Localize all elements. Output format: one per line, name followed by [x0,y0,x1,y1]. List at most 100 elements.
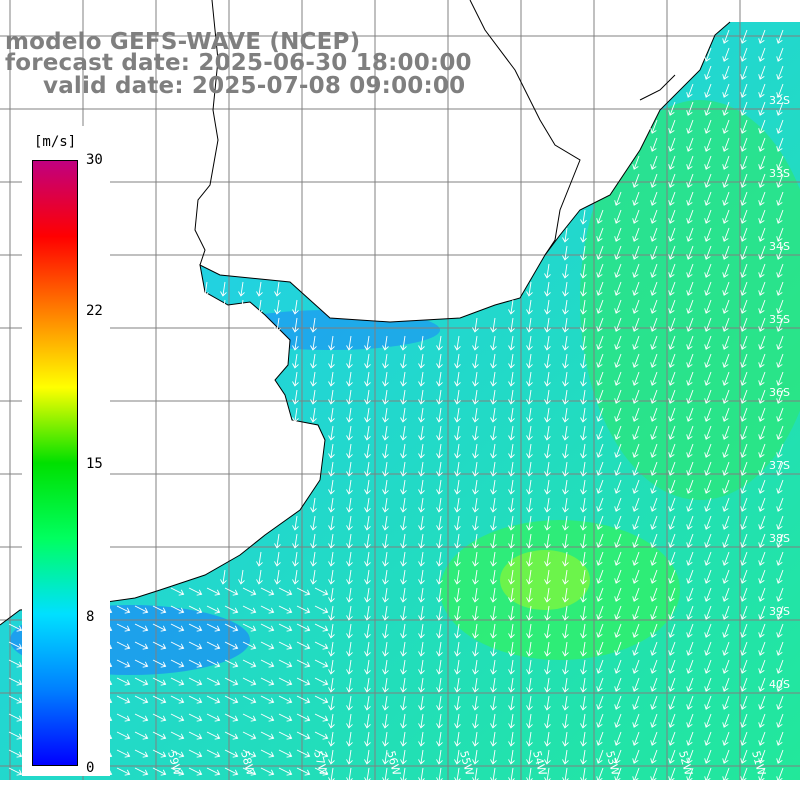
wind-arrow [508,731,515,747]
wind-arrow [776,677,784,692]
wind-arrow [314,605,329,614]
wind-arrow [668,677,676,692]
wind-arrow [292,317,299,333]
wind-arrow [758,155,766,170]
wind-arrow [580,677,587,693]
wind-arrow [508,767,515,783]
wind-arrow [224,641,239,650]
wind-arrow [490,767,497,783]
wind-arrow [562,641,569,657]
wind-arrow [596,677,604,692]
wind-arrow [310,389,317,405]
wind-arrow [8,695,23,704]
wind-arrow [686,191,694,206]
wind-arrow [740,713,748,728]
wind-arrow [668,227,676,242]
wind-arrow [544,533,551,549]
wind-arrow [508,677,515,693]
wind-arrow [526,479,533,495]
wind-arrow [526,767,533,783]
wind-arrow [758,623,766,638]
longitude-label: 58W [238,749,257,777]
wind-arrow [202,281,209,297]
wind-arrow [776,209,784,224]
wind-arrow [562,533,569,549]
wind-arrow [650,767,658,782]
wind-arrow [526,641,533,657]
wind-arrow [454,695,461,711]
wind-arrow [436,425,443,441]
wind-arrow [328,353,335,369]
wind-arrow [436,659,443,675]
wind-arrow [364,335,371,351]
wind-arrow [296,713,311,722]
wind-arrow [418,659,425,675]
wind-arrow [668,479,676,494]
wind-arrow [346,461,353,477]
wind-arrow [632,227,640,242]
wind-arrow [740,101,748,116]
wind-arrow [418,407,425,423]
wind-arrow [508,749,515,765]
wind-arrow [632,245,640,260]
wind-arrow [454,353,461,369]
wind-arrow [526,281,533,297]
wind-arrow [296,767,311,776]
wind-arrow [704,425,712,440]
wind-arrow [224,731,239,740]
wind-arrow [562,515,569,531]
wind-arrow [740,299,748,314]
wind-arrow [562,245,569,261]
wind-arrow [722,623,730,638]
wind-arrow [292,515,299,531]
wind-arrow [704,641,712,656]
wind-arrow [364,551,371,567]
wind-arrow [722,443,730,458]
wind-arrow [740,83,748,98]
wind-arrow [436,605,443,621]
wind-arrow [346,641,353,657]
wind-arrow [704,191,712,206]
wind-arrow [364,461,371,477]
land [0,0,730,625]
wind-arrow [544,263,551,279]
wind-arrow [580,425,587,441]
wind-arrow [580,497,587,513]
wind-arrow [382,461,389,477]
wind-arrow [722,137,730,152]
wind-arrow [400,767,407,783]
latitude-label: 39S [769,605,790,618]
wind-arrow [490,749,497,765]
wind-arrow [758,191,766,206]
wind-arrow [454,605,461,621]
wind-arrow [490,605,497,621]
wind-arrow [364,731,371,747]
wind-arrow [650,173,658,188]
wind-arrow [346,443,353,459]
wind-arrow [328,461,335,477]
wind-arrow [454,443,461,459]
wind-arrow [454,587,461,603]
wind-arrow [776,173,784,188]
wind-arrow [296,659,311,668]
wind-arrow [758,515,766,530]
forecast-date: forecast date: 2025-06-30 18:00:00 [5,50,472,76]
wind-arrow [580,515,587,531]
wind-arrow [650,605,658,620]
wind-arrow [562,407,569,423]
wind-arrow [562,605,569,621]
wind-arrow [454,533,461,549]
wind-arrow [562,551,569,567]
wind-arrow [418,353,425,369]
wind-arrow [382,425,389,441]
wind-arrow [722,587,730,602]
wind-arrow [278,659,293,668]
wind-arrow [668,551,676,566]
wind-arrow [776,227,784,242]
wind-arrow [188,587,203,596]
wind-arrow [454,767,461,783]
wind-arrow [632,443,640,458]
wind-arrow [614,587,622,602]
wind-arrow [614,191,622,206]
